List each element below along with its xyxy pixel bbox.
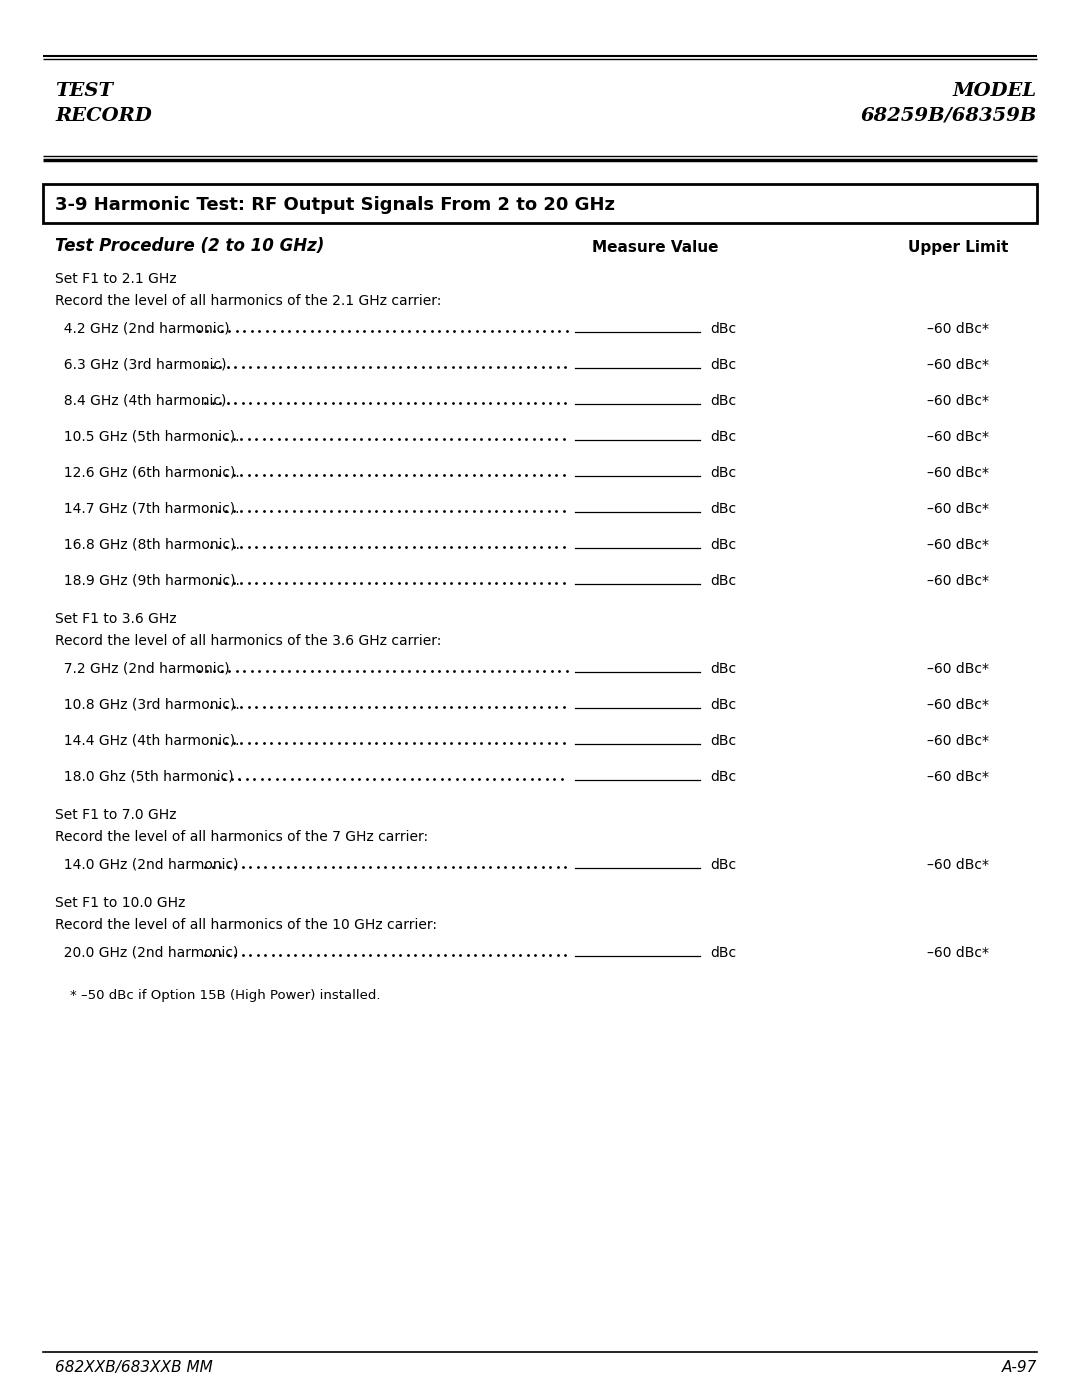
Text: dBc: dBc: [710, 394, 737, 408]
Text: 18.9 GHz (9th harmonic).: 18.9 GHz (9th harmonic).: [55, 574, 240, 588]
Text: TEST: TEST: [55, 82, 113, 101]
Text: 3-9 Harmonic Test: RF Output Signals From 2 to 20 GHz: 3-9 Harmonic Test: RF Output Signals Fro…: [55, 196, 615, 214]
Text: Measure Value: Measure Value: [592, 240, 718, 256]
Text: –60 dBc*: –60 dBc*: [927, 574, 989, 588]
Text: 16.8 GHz (8th harmonic).: 16.8 GHz (8th harmonic).: [55, 538, 240, 552]
Text: dBc: dBc: [710, 733, 737, 747]
Text: A-97: A-97: [1001, 1361, 1037, 1375]
Text: –60 dBc*: –60 dBc*: [927, 698, 989, 712]
Text: Test Procedure (2 to 10 GHz): Test Procedure (2 to 10 GHz): [55, 237, 324, 256]
Text: –60 dBc*: –60 dBc*: [927, 430, 989, 444]
Text: dBc: dBc: [710, 770, 737, 784]
Text: –60 dBc*: –60 dBc*: [927, 733, 989, 747]
Text: dBc: dBc: [710, 946, 737, 960]
Text: dBc: dBc: [710, 662, 737, 676]
Text: 10.8 GHz (3rd harmonic).: 10.8 GHz (3rd harmonic).: [55, 698, 240, 712]
Text: 8.4 GHz (4th harmonic).: 8.4 GHz (4th harmonic).: [55, 394, 231, 408]
Text: Record the level of all harmonics of the 2.1 GHz carrier:: Record the level of all harmonics of the…: [55, 293, 442, 307]
Text: dBc: dBc: [710, 698, 737, 712]
Text: 6.3 GHz (3rd harmonic).: 6.3 GHz (3rd harmonic).: [55, 358, 231, 372]
Text: 7.2 GHz (2nd harmonic): 7.2 GHz (2nd harmonic): [55, 662, 230, 676]
Text: dBc: dBc: [710, 574, 737, 588]
Text: Set F1 to 7.0 GHz: Set F1 to 7.0 GHz: [55, 807, 176, 821]
Text: 18.0 Ghz (5th harmonic) .: 18.0 Ghz (5th harmonic) .: [55, 770, 242, 784]
Text: Record the level of all harmonics of the 3.6 GHz carrier:: Record the level of all harmonics of the…: [55, 634, 442, 648]
Text: 68259B/68359B: 68259B/68359B: [861, 108, 1037, 124]
Text: 682XXB/683XXB MM: 682XXB/683XXB MM: [55, 1361, 213, 1375]
Text: dBc: dBc: [710, 858, 737, 872]
Text: Set F1 to 3.6 GHz: Set F1 to 3.6 GHz: [55, 612, 177, 626]
Text: 14.0 GHz (2nd harmonic): 14.0 GHz (2nd harmonic): [55, 858, 239, 872]
Text: –60 dBc*: –60 dBc*: [927, 394, 989, 408]
Text: –60 dBc*: –60 dBc*: [927, 946, 989, 960]
Text: 14.7 GHz (7th harmonic).: 14.7 GHz (7th harmonic).: [55, 502, 240, 515]
Text: dBc: dBc: [710, 538, 737, 552]
Text: 10.5 GHz (5th harmonic).: 10.5 GHz (5th harmonic).: [55, 430, 240, 444]
Text: –60 dBc*: –60 dBc*: [927, 858, 989, 872]
Text: RECORD: RECORD: [55, 108, 152, 124]
Text: Record the level of all harmonics of the 10 GHz carrier:: Record the level of all harmonics of the…: [55, 918, 437, 932]
Text: 4.2 GHz (2nd harmonic): 4.2 GHz (2nd harmonic): [55, 321, 230, 337]
Text: –60 dBc*: –60 dBc*: [927, 662, 989, 676]
Text: dBc: dBc: [710, 502, 737, 515]
Text: –60 dBc*: –60 dBc*: [927, 321, 989, 337]
Text: –60 dBc*: –60 dBc*: [927, 502, 989, 515]
Text: –60 dBc*: –60 dBc*: [927, 538, 989, 552]
Bar: [43, 184, 1037, 224]
Text: 12.6 GHz (6th harmonic).: 12.6 GHz (6th harmonic).: [55, 467, 240, 481]
Text: dBc: dBc: [710, 467, 737, 481]
Text: dBc: dBc: [710, 430, 737, 444]
Text: * –50 dBc if Option 15B (High Power) installed.: * –50 dBc if Option 15B (High Power) ins…: [70, 989, 380, 1002]
Text: Set F1 to 10.0 GHz: Set F1 to 10.0 GHz: [55, 895, 186, 909]
Text: Record the level of all harmonics of the 7 GHz carrier:: Record the level of all harmonics of the…: [55, 830, 428, 844]
Text: dBc: dBc: [710, 358, 737, 372]
Text: –60 dBc*: –60 dBc*: [927, 358, 989, 372]
Text: MODEL: MODEL: [953, 82, 1037, 101]
Text: dBc: dBc: [710, 321, 737, 337]
Text: Set F1 to 2.1 GHz: Set F1 to 2.1 GHz: [55, 272, 177, 286]
Text: 14.4 GHz (4th harmonic).: 14.4 GHz (4th harmonic).: [55, 733, 240, 747]
Text: –60 dBc*: –60 dBc*: [927, 467, 989, 481]
Text: –60 dBc*: –60 dBc*: [927, 770, 989, 784]
Text: Upper Limit: Upper Limit: [908, 240, 1009, 256]
Text: 20.0 GHz (2nd harmonic): 20.0 GHz (2nd harmonic): [55, 946, 239, 960]
